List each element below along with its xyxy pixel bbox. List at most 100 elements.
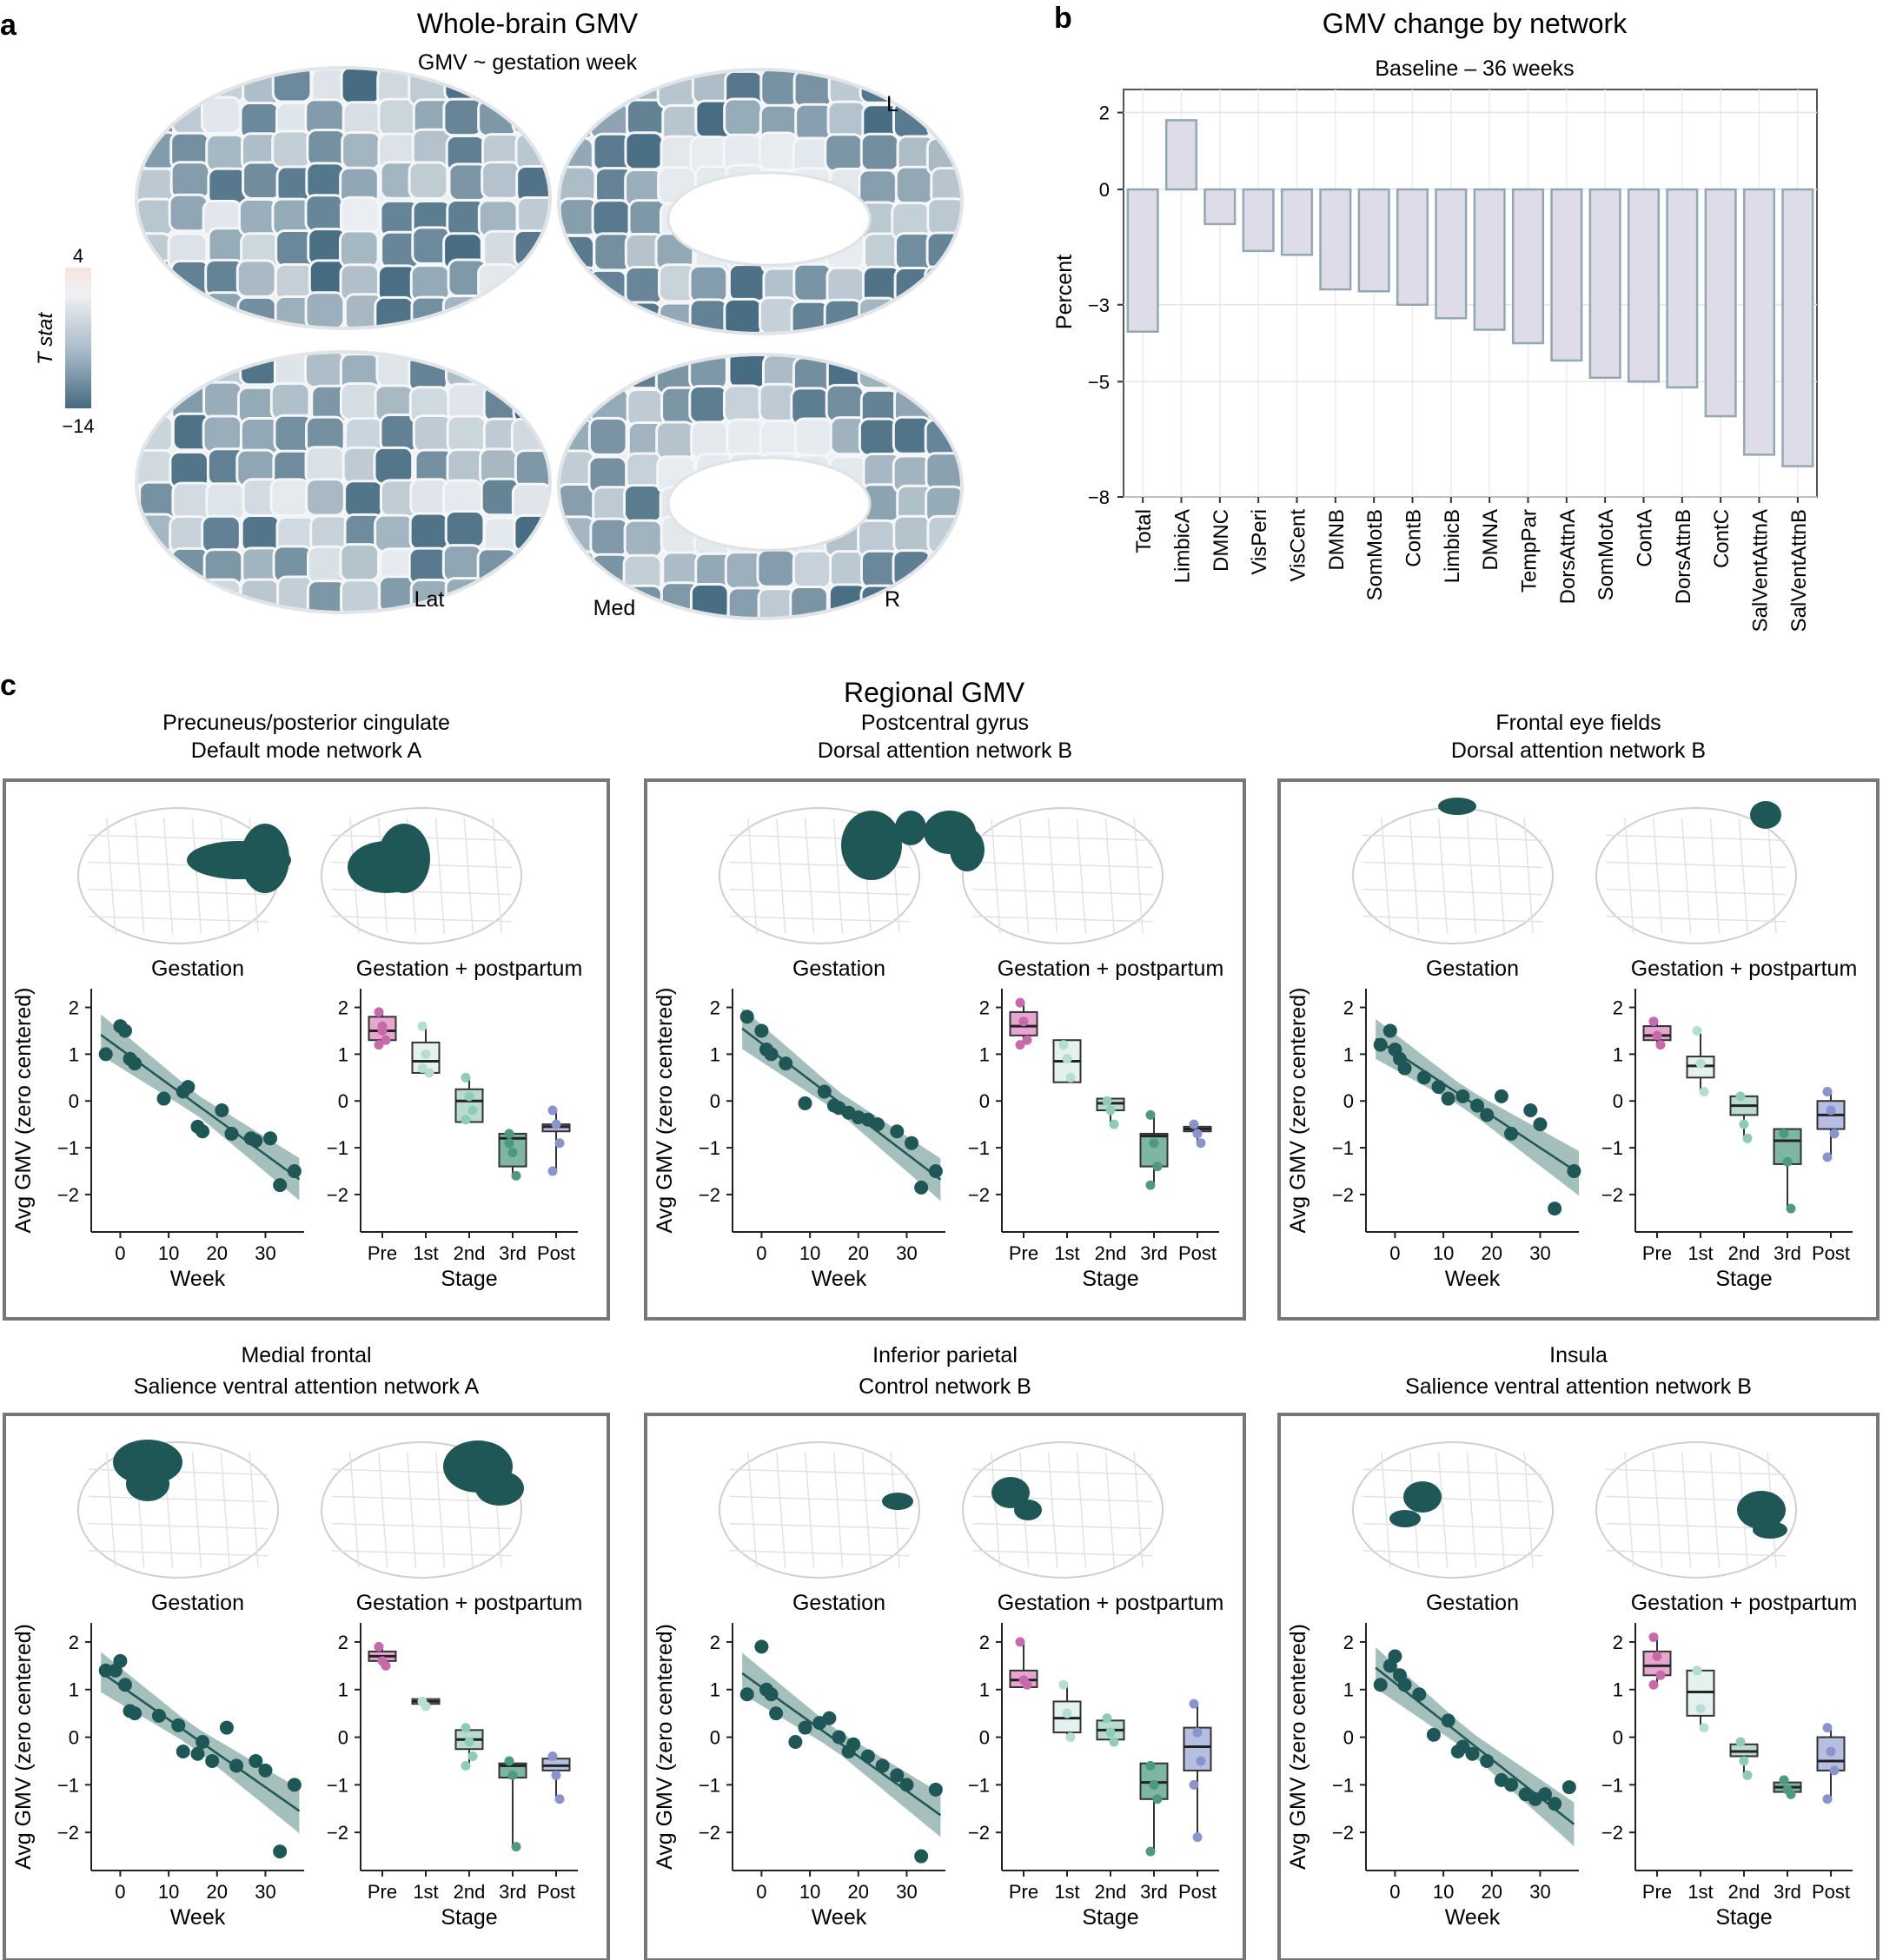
brain-parcel	[205, 482, 246, 521]
brain-sulcus-line	[729, 916, 910, 923]
subtitle-postpartum: Gestation + postpartum	[1631, 957, 1858, 981]
stage-point	[511, 1842, 521, 1852]
brain-left-medial	[559, 70, 962, 334]
scatter-point	[1382, 1023, 1397, 1038]
brain-sulcus-line	[1606, 916, 1787, 923]
y-tick-label: −2	[968, 1822, 990, 1844]
bar-ContB	[1396, 188, 1429, 307]
region-title: Precuneus/posterior cingulate	[162, 711, 450, 735]
brain-sulcus-line	[1104, 1452, 1116, 1568]
brain-sulcus-line	[1606, 861, 1787, 869]
brain-parcel	[340, 68, 381, 105]
y-tick-label: −3	[1088, 295, 1110, 316]
scatter-point	[914, 1849, 929, 1864]
stage-point	[1152, 1794, 1163, 1804]
panel-label-b: b	[1054, 2, 1072, 35]
scatter-point	[871, 1117, 885, 1132]
x-axis-label-week: Week	[170, 1905, 226, 1930]
stage-point	[1692, 1665, 1702, 1676]
stage-point	[1062, 1708, 1072, 1718]
brain-parcel	[207, 167, 249, 207]
bar-DMNC	[1203, 188, 1237, 226]
brain-parcel	[623, 519, 664, 559]
scatter-point	[151, 1708, 166, 1723]
brain-sulcus-line	[88, 1495, 269, 1503]
y-axis-label: Avg GMV (zero centered)	[653, 988, 677, 1234]
scatter-point	[1412, 1687, 1427, 1702]
scatter-point	[846, 1737, 861, 1751]
brain-parcel	[269, 478, 311, 517]
brain-sulcus-line	[331, 1495, 512, 1503]
scatter-point	[1416, 1070, 1431, 1085]
bar-Total	[1126, 188, 1159, 333]
brain-sulcus-line	[1363, 1468, 1543, 1475]
x-tick-label: SalVentAttnA	[1749, 509, 1773, 632]
scatter-point	[914, 1180, 929, 1195]
stage-point	[547, 1751, 558, 1761]
brain-parcel	[168, 193, 209, 233]
stage-point	[374, 1040, 384, 1050]
stage-point	[1652, 1651, 1662, 1661]
brain-sulcus-line	[434, 1452, 446, 1568]
brain-parcel	[441, 544, 483, 583]
brain-parcel	[479, 69, 520, 108]
scatter-point	[798, 1720, 812, 1735]
scatter-point	[890, 1768, 905, 1783]
scatter-point	[176, 1744, 190, 1758]
scatter-point	[258, 1763, 273, 1778]
brain-parcel	[269, 381, 311, 421]
highlight-region	[1014, 1500, 1042, 1520]
scatter-point	[98, 1047, 113, 1062]
stage-point	[1058, 1040, 1069, 1050]
stage-point	[467, 1105, 478, 1116]
regional-gmv-grid: Precuneus/posterior cingulate Default mod…	[3, 711, 1880, 1960]
y-tick-label: 0	[979, 1090, 990, 1112]
subtitle-gestation: Gestation	[151, 1591, 244, 1615]
y-tick-label: −2	[327, 1184, 348, 1206]
stage-point	[1189, 1119, 1199, 1129]
brain-sulcus-line	[191, 818, 202, 934]
y-tick-label: −2	[968, 1184, 990, 1206]
highlight-region	[126, 1467, 169, 1501]
x-tick-label: 0	[1389, 1242, 1400, 1264]
stage-point	[1699, 1723, 1709, 1733]
subtitle-postpartum: Gestation + postpartum	[356, 957, 583, 981]
bar-VisCent	[1280, 188, 1314, 256]
y-tick-label: −1	[327, 1137, 348, 1159]
stage-point	[377, 1025, 388, 1036]
x-tick-label: ContA	[1634, 509, 1657, 567]
brain-sulcus-line	[1363, 888, 1543, 896]
y-axis-label: Avg GMV (zero centered)	[1286, 1624, 1310, 1870]
y-tick-label: −1	[1601, 1137, 1623, 1159]
stage-point	[461, 1115, 471, 1125]
bar-SomMotB	[1357, 188, 1390, 293]
x-tick-label: DMNB	[1325, 509, 1349, 571]
brain-sulcus-line	[972, 916, 1153, 923]
region-network: Dorsal attention network B	[1451, 738, 1706, 763]
highlight-region	[1750, 801, 1781, 829]
scatter-point	[229, 1758, 244, 1773]
brain-parcel	[826, 100, 867, 140]
stage-point	[547, 1105, 558, 1116]
stage-point	[374, 1007, 384, 1017]
brain-parcel	[688, 384, 728, 424]
brain-sulcus-line	[106, 818, 116, 934]
x-tick-label: 30	[255, 1881, 275, 1903]
brain-sulcus-line	[1381, 818, 1391, 934]
brain-sulcus-line	[331, 916, 512, 923]
x-tick-label: 0	[115, 1242, 125, 1264]
brain-sulcus-line	[775, 818, 786, 934]
y-axis-label: Avg GMV (zero centered)	[11, 1624, 36, 1870]
region-title: Frontal eye fields	[1495, 711, 1661, 735]
brain-sulcus-line	[1363, 1495, 1543, 1503]
brain-parcel	[169, 259, 211, 299]
x-tick-label: 0	[756, 1242, 766, 1264]
view-label-lat: Lat	[414, 587, 445, 612]
brain-sulcus-line	[1606, 834, 1787, 841]
x-axis-label-stage: Stage	[1082, 1267, 1138, 1291]
stage-tick-label: 3rd	[1140, 1242, 1168, 1264]
highlight-region	[895, 811, 926, 845]
x-tick-label: 10	[799, 1242, 820, 1264]
brain-sulcus-line	[729, 1468, 910, 1475]
scatter-point	[905, 1136, 919, 1150]
